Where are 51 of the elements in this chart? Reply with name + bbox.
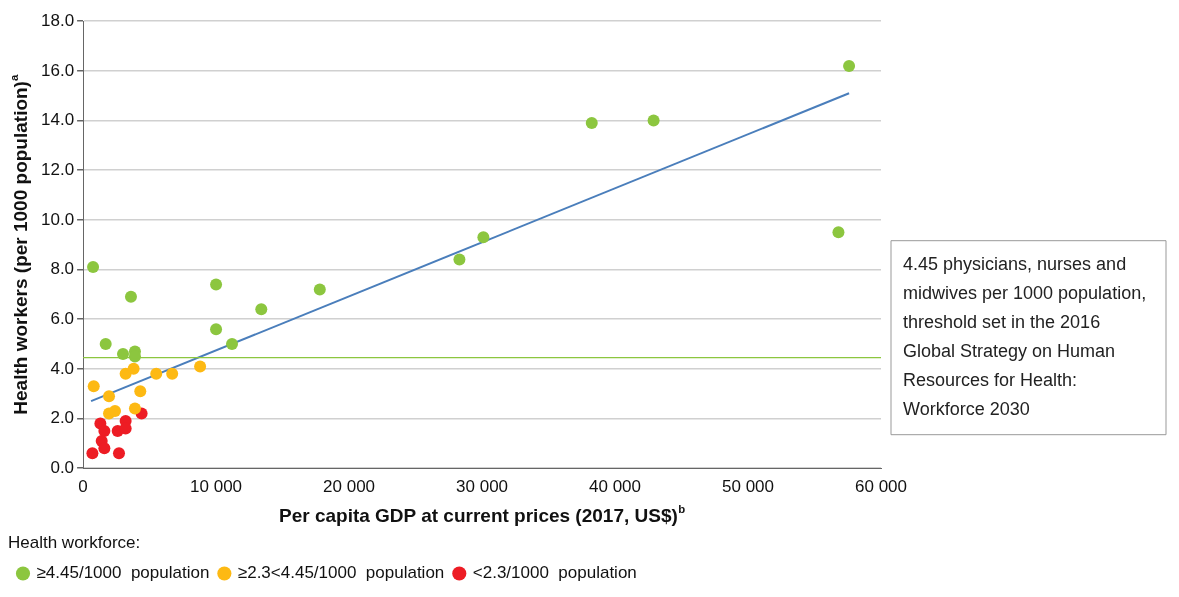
- point: [87, 261, 100, 274]
- point: [647, 114, 660, 127]
- point: [453, 253, 466, 266]
- point: [210, 323, 223, 336]
- point: [128, 402, 141, 415]
- point: [313, 283, 326, 296]
- point: [255, 303, 268, 316]
- y-tick-label: 8.0: [50, 259, 75, 279]
- point: [112, 447, 125, 460]
- point: [134, 385, 147, 398]
- x-tick-label: 40 000: [589, 477, 642, 497]
- point: [194, 360, 207, 373]
- point: [99, 338, 112, 351]
- point: [166, 367, 179, 380]
- point: [98, 424, 111, 437]
- y-tick-label: 0.0: [50, 457, 75, 477]
- point: [87, 380, 100, 393]
- y-tick-label: 18.0: [40, 10, 75, 30]
- point: [585, 117, 598, 130]
- y-tick-label: 12.0: [40, 159, 75, 179]
- y-tick-label: 4.0: [50, 358, 75, 378]
- point: [226, 338, 239, 351]
- legend-title: Health workforce:: [8, 532, 141, 552]
- ref-line-label: 4.45 physicians, nurses and midwives per 1000 population, threshold set in the 2016 Global Strategy on Human Resources for Health: Workforce 2030: [903, 254, 1147, 420]
- x-tick-label: 0: [78, 477, 88, 497]
- y-axis-title: Health workers (per 1000 population)a: [8, 74, 32, 415]
- point: [477, 231, 490, 244]
- point: [150, 367, 163, 380]
- x-tick-label: 20 000: [323, 477, 376, 497]
- point: [86, 447, 99, 460]
- y-tick-label: 6.0: [50, 308, 75, 328]
- x-tick-label: 60 000: [855, 477, 907, 497]
- x-tick-label: 30 000: [456, 477, 509, 497]
- point: [210, 278, 223, 291]
- legend-label: <2.3/1000 population: [472, 563, 637, 583]
- point: [103, 390, 116, 403]
- point: [116, 347, 129, 360]
- y-tick-label: 10.0: [40, 209, 75, 229]
- point: [832, 226, 845, 239]
- point: [98, 442, 111, 455]
- point: [127, 362, 140, 375]
- point: [109, 405, 121, 418]
- y-tick-label: 2.0: [50, 408, 75, 428]
- point: [124, 290, 137, 303]
- legend-label: ≥4.45/1000 population: [36, 563, 210, 583]
- y-tick-label: 16.0: [40, 60, 75, 80]
- y-tick-label: 14.0: [40, 110, 75, 130]
- legend-label: ≥2.3<4.45/1000 population: [237, 563, 445, 583]
- point: [843, 59, 856, 72]
- x-tick-label: 10 000: [190, 477, 243, 497]
- x-tick-label: 50 000: [722, 477, 775, 497]
